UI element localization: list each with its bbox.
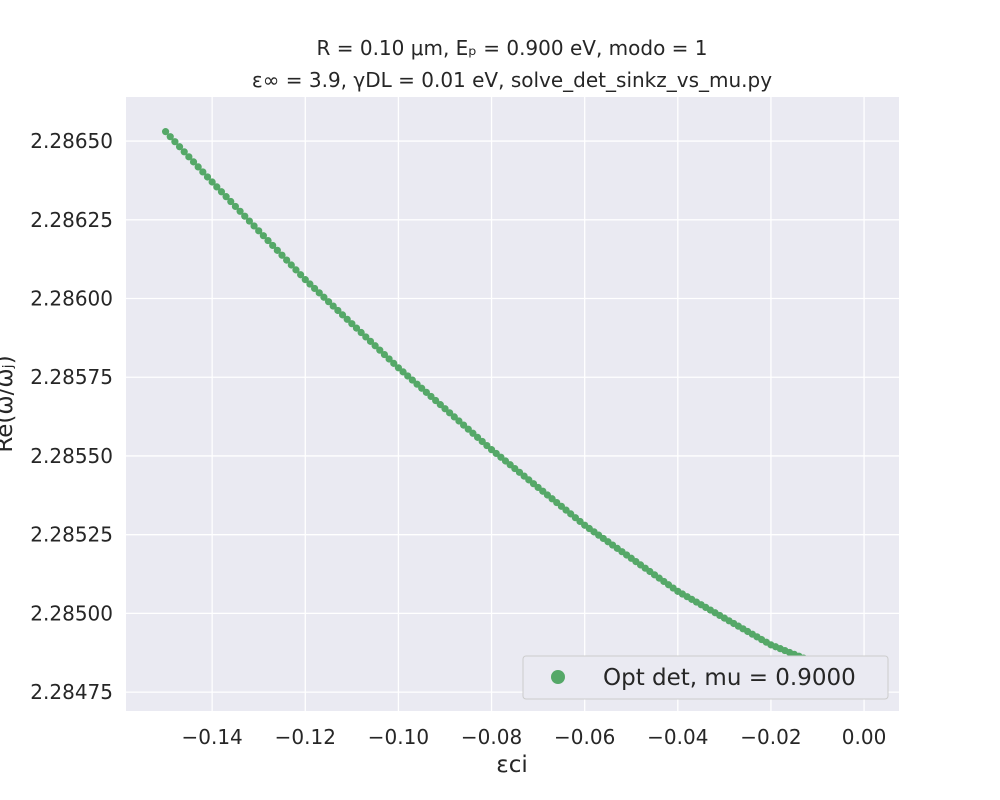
data-point: [343, 315, 351, 323]
data-point: [310, 284, 319, 293]
legend: Opt det, mu = 0.9000: [522, 655, 889, 700]
y-tick-label: 2.28550: [30, 444, 113, 468]
legend-label: Opt det, mu = 0.9000: [603, 665, 856, 691]
data-point: [338, 311, 347, 319]
data-point: [301, 276, 309, 284]
x-tick-label: −0.14: [181, 725, 242, 749]
data-point: [278, 251, 286, 259]
data-point: [446, 409, 454, 417]
data-point: [390, 359, 398, 367]
data-point: [324, 298, 333, 306]
data-point: [222, 193, 230, 201]
y-axis-label: Re(ω/ωⱼ): [0, 355, 18, 452]
data-point: [441, 405, 449, 413]
data-point: [166, 133, 174, 141]
data-point: [478, 437, 486, 446]
plot-area: [126, 97, 899, 711]
data-point: [460, 421, 468, 429]
data-point: [483, 441, 491, 450]
data-point: [366, 337, 375, 345]
data-point: [255, 227, 263, 235]
y-tick-label: 2.28600: [30, 287, 113, 311]
data-point: [357, 328, 365, 337]
chart-title-line-2: ε∞ = 3.9, γDL = 0.01 eV, solve_det_sinkz…: [252, 68, 772, 92]
data-point: [241, 212, 249, 220]
data-point: [175, 143, 184, 151]
data-point: [408, 376, 416, 384]
data-point: [180, 148, 188, 156]
y-tick-labels: 2.28475 2.28500 2.28525 2.28550 2.28575 2.286…: [30, 129, 113, 704]
data-point: [427, 392, 435, 401]
x-tick-label: −0.12: [275, 725, 336, 749]
y-tick-label: 2.28500: [30, 601, 113, 625]
x-tick-label: −0.10: [368, 725, 429, 749]
x-tick-label: −0.04: [647, 725, 708, 749]
legend-marker: [551, 670, 565, 684]
y-tick-label: 2.28525: [30, 523, 113, 547]
data-point: [436, 401, 444, 409]
data-point: [259, 232, 267, 240]
data-point: [250, 222, 258, 230]
data-point: [329, 302, 337, 310]
data-point: [297, 271, 305, 279]
data-point: [450, 413, 458, 421]
data-point: [399, 368, 407, 376]
data-point: [208, 178, 216, 186]
data-point: [380, 350, 389, 359]
data-point: [185, 153, 193, 161]
data-point: [455, 417, 463, 425]
data-point: [469, 429, 477, 437]
y-tick-label: 2.28575: [30, 365, 113, 389]
data-point: [194, 163, 202, 171]
data-point: [473, 433, 482, 441]
grid: [126, 97, 899, 711]
data-point: [376, 346, 384, 354]
data-point: [231, 202, 240, 211]
chart-title-line-1: R = 0.10 μm, Eₚ = 0.900 eV, modo = 1: [316, 36, 707, 60]
data-point: [269, 241, 277, 250]
data-point: [245, 217, 254, 225]
data-point: [287, 261, 295, 269]
data-point: [273, 246, 281, 254]
data-point: [199, 168, 207, 176]
y-tick-label: 2.28650: [30, 129, 113, 153]
data-point: [394, 364, 403, 372]
data-point: [422, 388, 430, 396]
data-point: [352, 324, 361, 332]
data-point: [404, 372, 412, 380]
data-point: [217, 188, 226, 196]
data-point: [348, 320, 356, 328]
data-point: [320, 293, 328, 301]
data-point: [371, 342, 379, 350]
data-point: [334, 306, 342, 315]
x-axis-label: εci: [496, 752, 527, 778]
data-point: [161, 128, 170, 136]
data-point: [236, 207, 244, 215]
x-tick-label: −0.02: [740, 725, 801, 749]
data-point: [171, 138, 179, 146]
data-point: [315, 289, 323, 297]
data-point: [203, 173, 212, 181]
y-tick-label: 2.28625: [30, 208, 113, 232]
data-point: [189, 158, 198, 166]
data-point: [306, 280, 314, 288]
data-point: [283, 256, 291, 264]
legend-box: [522, 655, 889, 700]
data-point: [413, 380, 421, 388]
x-tick-label: −0.06: [554, 725, 615, 749]
data-point: [418, 384, 426, 392]
data-point: [385, 355, 393, 363]
data-point: [227, 197, 235, 206]
data-point: [464, 425, 472, 433]
x-tick-label: −0.08: [461, 725, 522, 749]
data-point: [432, 396, 440, 405]
x-tick-labels: −0.14 −0.12 −0.10 −0.08 −0.06 −0.04 −0.02 0.00: [181, 725, 886, 749]
data-point: [362, 333, 370, 341]
data-point: [213, 183, 221, 191]
data-point: [292, 266, 300, 274]
x-tick-label: 0.00: [842, 725, 887, 749]
data-point: [264, 236, 272, 245]
y-tick-label: 2.28475: [30, 680, 113, 704]
